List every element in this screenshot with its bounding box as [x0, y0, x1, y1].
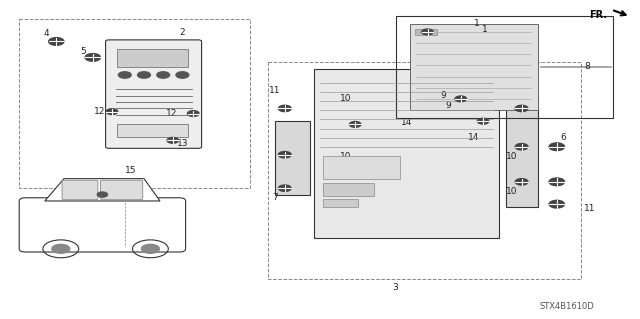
Text: 11: 11 [269, 86, 281, 95]
Text: 9: 9 [440, 91, 445, 100]
Text: 10: 10 [340, 152, 351, 161]
FancyBboxPatch shape [106, 40, 202, 148]
Bar [415, 29, 437, 35]
Text: 3: 3 [393, 283, 398, 292]
Text: 13: 13 [177, 139, 188, 148]
Bar [396, 16, 613, 118]
Circle shape [278, 152, 291, 158]
Circle shape [477, 118, 489, 124]
Circle shape [157, 72, 170, 78]
Circle shape [85, 54, 100, 61]
Text: 1: 1 [474, 19, 479, 28]
Circle shape [141, 244, 159, 253]
Bar [268, 62, 581, 279]
Text: 4: 4 [44, 29, 49, 38]
Circle shape [515, 179, 528, 185]
Polygon shape [45, 179, 160, 201]
FancyBboxPatch shape [100, 180, 143, 200]
Circle shape [549, 143, 564, 151]
Circle shape [118, 72, 131, 78]
Bar [323, 156, 400, 179]
Text: FR.: FR. [589, 10, 607, 19]
Text: 12: 12 [166, 109, 177, 118]
Text: 10: 10 [340, 94, 351, 103]
Circle shape [167, 137, 179, 143]
Circle shape [97, 192, 108, 197]
Text: 10: 10 [506, 152, 518, 161]
Circle shape [422, 29, 433, 35]
FancyBboxPatch shape [62, 180, 98, 200]
Text: 7: 7 [273, 193, 278, 202]
Text: 6: 6 [561, 133, 566, 142]
Circle shape [278, 105, 291, 112]
Bar [19, 19, 250, 188]
Text: 14: 14 [401, 118, 412, 127]
Text: 5: 5 [81, 47, 86, 56]
Text: 9: 9 [445, 101, 451, 110]
Bar [506, 96, 538, 207]
Bar [323, 199, 358, 207]
Circle shape [278, 185, 291, 191]
Text: 11: 11 [584, 204, 596, 213]
Bar [314, 69, 499, 238]
Bar [117, 49, 188, 67]
Bar [323, 183, 374, 196]
Circle shape [188, 111, 199, 116]
Circle shape [49, 38, 64, 45]
FancyBboxPatch shape [19, 198, 186, 252]
Circle shape [106, 109, 118, 115]
Circle shape [549, 178, 564, 186]
Bar [410, 24, 538, 110]
Circle shape [349, 122, 361, 127]
Text: 14: 14 [468, 133, 479, 142]
Text: 12: 12 [93, 107, 105, 116]
Text: STX4B1610D: STX4B1610D [539, 302, 594, 311]
Bar [275, 121, 310, 195]
Circle shape [138, 72, 150, 78]
Bar [117, 124, 188, 137]
Circle shape [455, 96, 467, 102]
Circle shape [176, 72, 189, 78]
Text: 10: 10 [506, 187, 518, 196]
Circle shape [515, 144, 528, 150]
Circle shape [515, 105, 528, 112]
Text: 15: 15 [125, 166, 137, 175]
Text: 2: 2 [180, 28, 185, 37]
Text: 8: 8 [585, 63, 590, 71]
Circle shape [549, 200, 564, 208]
Text: 1: 1 [482, 25, 487, 34]
Circle shape [52, 244, 70, 253]
